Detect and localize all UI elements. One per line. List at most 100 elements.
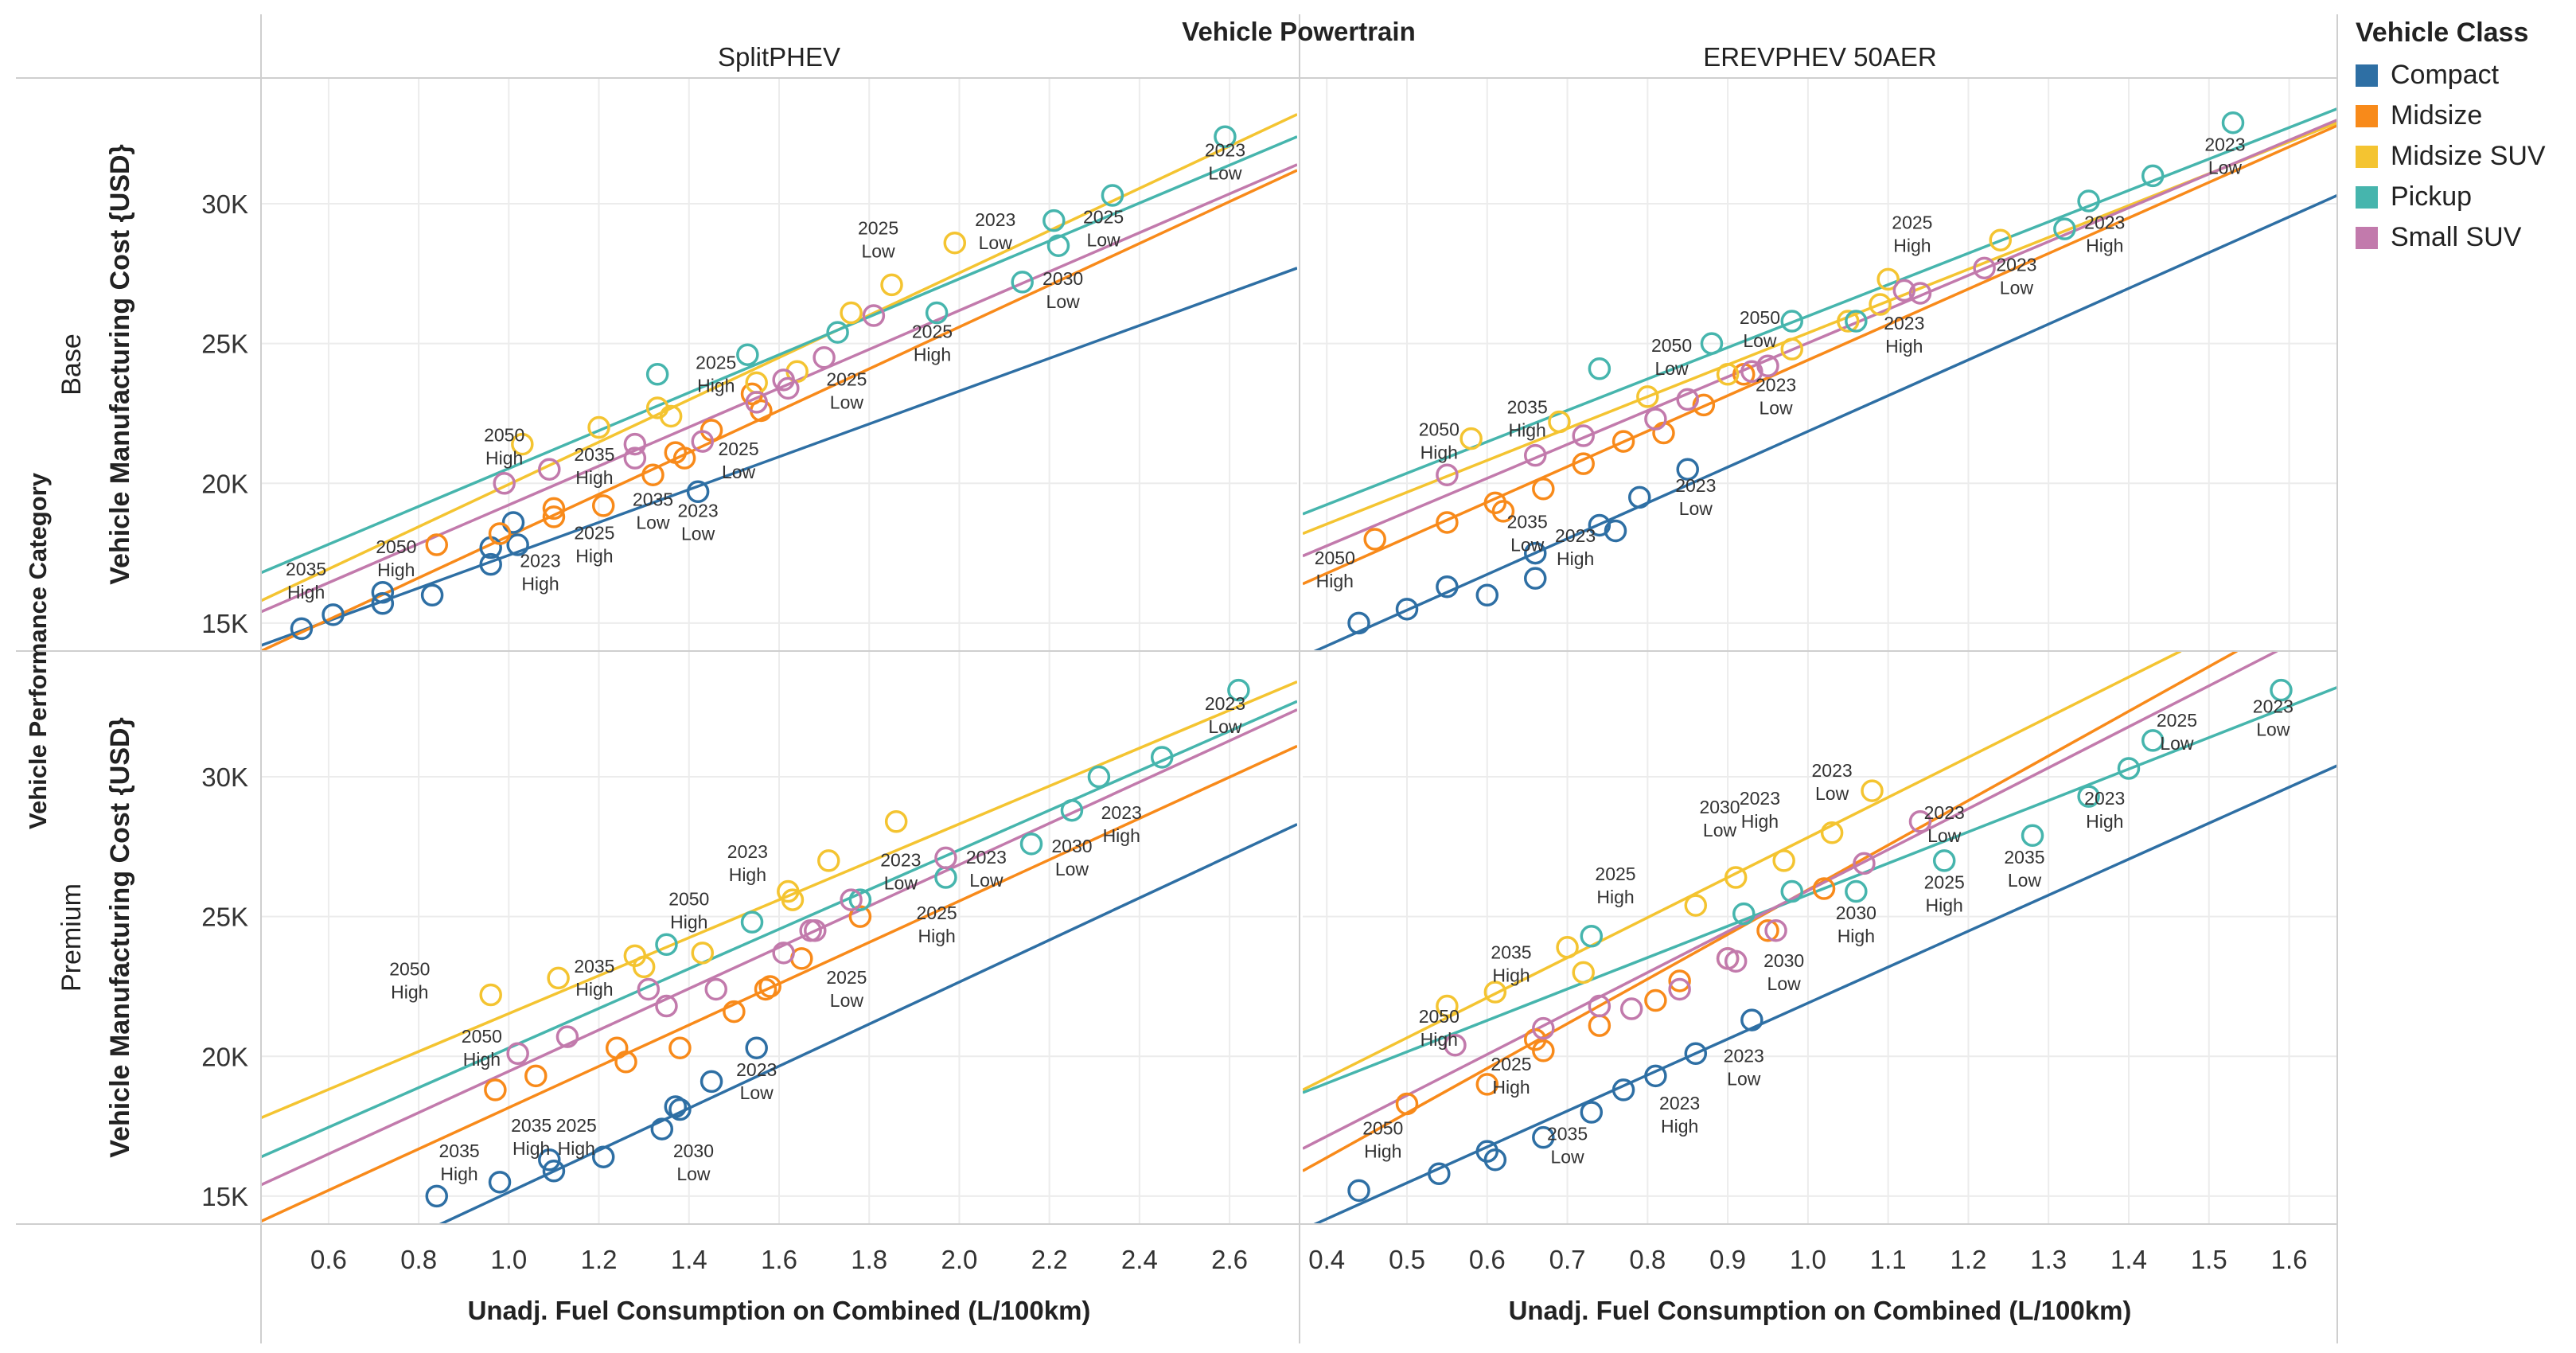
data-point-compact[interactable] xyxy=(700,1070,723,1094)
data-point-midsize[interactable] xyxy=(1532,478,1555,501)
data-point-midsize-suv[interactable] xyxy=(547,966,570,990)
data-point-small-suv[interactable] xyxy=(1523,443,1547,467)
data-point-compact[interactable] xyxy=(664,1095,688,1118)
data-point-small-suv[interactable] xyxy=(623,446,647,470)
data-point-pickup[interactable] xyxy=(2270,678,2293,702)
data-point-compact[interactable] xyxy=(371,580,395,604)
data-point-midsize-suv[interactable] xyxy=(1780,337,1803,361)
data-point-midsize[interactable] xyxy=(1588,1014,1611,1037)
data-point-compact[interactable] xyxy=(506,533,529,556)
data-point-compact[interactable] xyxy=(479,552,502,576)
data-point-midsize-suv[interactable] xyxy=(1459,427,1483,450)
data-point-compact[interactable] xyxy=(1604,519,1627,543)
data-point-pickup[interactable] xyxy=(1732,902,1756,926)
data-point-midsize-suv[interactable] xyxy=(1869,293,1892,316)
data-point-pickup[interactable] xyxy=(848,888,872,911)
data-point-midsize[interactable] xyxy=(1395,1092,1419,1116)
data-point-compact[interactable] xyxy=(1740,1008,1763,1031)
data-point-midsize[interactable] xyxy=(614,1051,637,1074)
data-point-pickup[interactable] xyxy=(655,933,678,957)
data-point-small-suv[interactable] xyxy=(655,994,678,1018)
data-point-compact[interactable] xyxy=(1395,598,1419,621)
data-point-small-suv[interactable] xyxy=(1756,354,1779,378)
data-point-pickup[interactable] xyxy=(1227,678,1250,702)
data-point-compact[interactable] xyxy=(591,1145,615,1168)
data-point-midsize-suv[interactable] xyxy=(511,432,534,456)
data-point-pickup[interactable] xyxy=(2141,729,2165,752)
data-point-midsize-suv[interactable] xyxy=(587,415,610,439)
data-point-small-suv[interactable] xyxy=(1908,282,1932,305)
data-point-midsize-suv[interactable] xyxy=(817,849,840,872)
data-point-midsize-suv[interactable] xyxy=(1772,849,1795,872)
data-point-pickup[interactable] xyxy=(1019,832,1043,856)
data-point-small-suv[interactable] xyxy=(1908,809,1932,833)
data-point-small-suv[interactable] xyxy=(745,391,768,414)
data-point-small-suv[interactable] xyxy=(1619,997,1643,1020)
data-point-midsize-suv[interactable] xyxy=(659,404,683,428)
data-point-compact[interactable] xyxy=(745,1036,768,1059)
data-point-midsize-suv[interactable] xyxy=(1548,410,1571,434)
data-point-midsize-suv[interactable] xyxy=(1861,779,1884,802)
data-point-small-suv[interactable] xyxy=(1668,977,1691,1001)
data-point-compact[interactable] xyxy=(538,1148,561,1172)
data-point-midsize[interactable] xyxy=(1611,430,1635,453)
data-point-compact[interactable] xyxy=(542,1160,566,1183)
data-point-pickup[interactable] xyxy=(925,301,949,325)
data-point-compact[interactable] xyxy=(1347,1179,1370,1203)
data-point-small-suv[interactable] xyxy=(804,918,827,942)
data-point-midsize[interactable] xyxy=(542,497,566,521)
data-point-midsize[interactable] xyxy=(1436,511,1459,534)
data-point-small-suv[interactable] xyxy=(538,458,561,481)
data-point-pickup[interactable] xyxy=(2117,757,2141,780)
data-point-midsize[interactable] xyxy=(1756,918,1779,942)
data-point-pickup[interactable] xyxy=(1011,271,1034,294)
data-point-midsize-suv[interactable] xyxy=(880,273,903,297)
data-point-pickup[interactable] xyxy=(1046,234,1070,257)
data-point-pickup[interactable] xyxy=(2221,111,2245,135)
data-point-small-suv[interactable] xyxy=(493,472,516,495)
data-point-midsize-suv[interactable] xyxy=(1556,936,1579,959)
data-point-midsize[interactable] xyxy=(1475,1073,1499,1096)
data-point-small-suv[interactable] xyxy=(813,345,836,369)
data-point-compact[interactable] xyxy=(686,480,710,504)
legend-item-midsize-suv[interactable]: Midsize SUV xyxy=(2356,136,2570,177)
data-point-midsize[interactable] xyxy=(1532,1039,1555,1063)
data-point-small-suv[interactable] xyxy=(1892,279,1916,302)
data-point-midsize-suv[interactable] xyxy=(1636,385,1659,408)
legend-item-compact[interactable]: Compact xyxy=(2356,55,2570,96)
data-point-midsize-suv[interactable] xyxy=(1716,363,1740,386)
data-point-small-suv[interactable] xyxy=(1532,1016,1555,1040)
data-point-midsize[interactable] xyxy=(1491,500,1515,523)
data-point-midsize[interactable] xyxy=(524,1064,548,1088)
data-point-midsize[interactable] xyxy=(754,977,777,1001)
data-point-midsize-suv[interactable] xyxy=(1837,310,1860,333)
data-point-midsize-suv[interactable] xyxy=(781,888,805,911)
data-point-pickup[interactable] xyxy=(736,343,759,366)
data-point-compact[interactable] xyxy=(1523,567,1547,590)
data-point-pickup[interactable] xyxy=(645,363,669,386)
data-point-pickup[interactable] xyxy=(2021,824,2044,848)
data-point-pickup[interactable] xyxy=(1780,879,1803,903)
data-point-small-suv[interactable] xyxy=(691,430,715,453)
data-point-small-suv[interactable] xyxy=(1676,388,1699,411)
data-point-small-suv[interactable] xyxy=(772,942,795,965)
data-point-pickup[interactable] xyxy=(2053,217,2076,240)
data-point-small-suv[interactable] xyxy=(704,977,727,1001)
data-point-small-suv[interactable] xyxy=(1444,1033,1467,1057)
data-point-small-suv[interactable] xyxy=(1572,424,1595,447)
data-point-midsize[interactable] xyxy=(668,1036,692,1059)
data-point-pickup[interactable] xyxy=(1150,746,1174,769)
data-point-small-suv[interactable] xyxy=(623,432,647,456)
data-point-midsize-suv[interactable] xyxy=(840,301,863,325)
data-point-small-suv[interactable] xyxy=(555,1025,579,1048)
data-point-midsize-suv[interactable] xyxy=(479,983,502,1007)
data-point-midsize[interactable] xyxy=(605,1036,629,1059)
data-point-midsize-suv[interactable] xyxy=(1876,267,1900,291)
data-point-pickup[interactable] xyxy=(1845,879,1868,903)
data-point-compact[interactable] xyxy=(1483,1148,1507,1172)
data-point-midsize[interactable] xyxy=(484,1078,507,1102)
data-point-midsize[interactable] xyxy=(1644,988,1667,1012)
data-point-small-suv[interactable] xyxy=(637,977,661,1001)
data-point-midsize-suv[interactable] xyxy=(1684,894,1708,917)
data-point-small-suv[interactable] xyxy=(934,846,957,870)
